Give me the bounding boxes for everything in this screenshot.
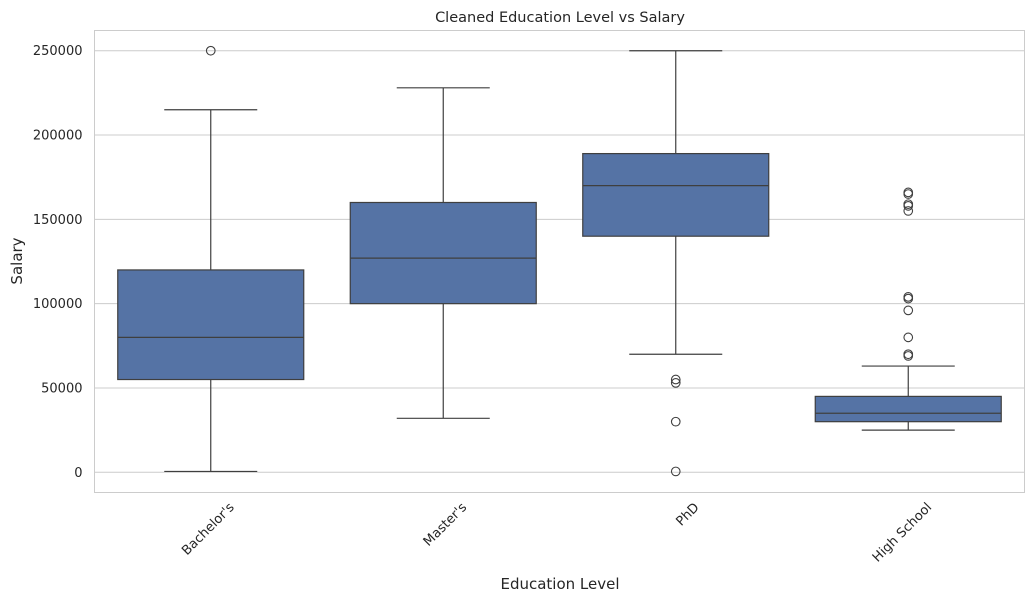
- y-tick-labels: 0 50000 100000 150000 200000 250000: [33, 44, 83, 481]
- outlier-point: [903, 351, 914, 361]
- y-tick-label: 200000: [33, 129, 83, 144]
- box-bachelor-s: [117, 45, 305, 473]
- x-tick-label: Master's: [421, 500, 470, 549]
- x-tick-label: High School: [870, 500, 935, 565]
- y-axis-title: Salary: [8, 237, 26, 284]
- outlier-point: [670, 416, 681, 427]
- y-tick-label: 0: [74, 466, 82, 481]
- outlier-point: [670, 378, 681, 388]
- box-high-school: [814, 187, 1002, 431]
- chart-title: Cleaned Education Level vs Salary: [435, 10, 685, 26]
- x-tick-labels: Bachelor's Master's PhD High School: [179, 500, 935, 565]
- y-tick-label: 250000: [33, 44, 83, 59]
- y-tick-label: 50000: [41, 381, 82, 396]
- box-master-s: [349, 87, 537, 419]
- iqr-box: [349, 201, 537, 305]
- y-tick-label: 100000: [33, 297, 83, 312]
- x-tick-label: Bachelor's: [179, 500, 238, 559]
- outlier-point: [903, 201, 914, 211]
- outlier-point: [670, 374, 681, 385]
- outlier-point: [670, 466, 681, 477]
- boxes-group: [117, 45, 1002, 477]
- outlier-point: [903, 189, 914, 199]
- x-tick-label: PhD: [674, 500, 703, 529]
- y-tick-label: 150000: [33, 213, 83, 228]
- outlier-point: [205, 45, 216, 56]
- outlier-point: [903, 293, 914, 304]
- plot-frame: [94, 30, 1025, 493]
- x-axis-title: Education Level: [500, 575, 619, 593]
- outlier-point: [903, 305, 914, 316]
- iqr-box: [814, 395, 1002, 423]
- outlier-point: [903, 332, 914, 343]
- iqr-box: [117, 269, 305, 381]
- iqr-box: [582, 152, 770, 237]
- box-phd: [582, 50, 770, 477]
- outlier-point: [903, 206, 914, 216]
